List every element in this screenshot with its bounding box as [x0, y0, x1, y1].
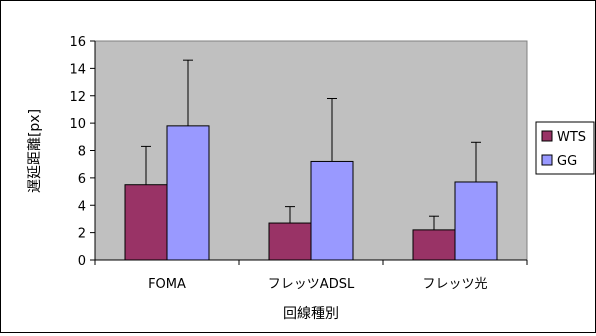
y-tick-label: 4 [78, 199, 86, 214]
y-axis-label: 遅延距離[px] [26, 109, 43, 193]
legend-label-wts: WTS [557, 130, 586, 145]
bar-wts-2 [412, 229, 456, 261]
bar-wts-0 [124, 184, 168, 261]
y-tick-label: 10 [69, 117, 86, 132]
bar-wts-1 [268, 222, 312, 261]
x-tick-label: FOMA [148, 277, 186, 292]
x-axis-label: 回線種別 [283, 306, 339, 322]
y-tick-label: 12 [69, 90, 86, 105]
y-tick-label: 14 [69, 62, 86, 77]
legend-swatch-gg [541, 154, 553, 166]
y-tick-label: 0 [78, 254, 86, 269]
bar-gg-2 [454, 181, 498, 261]
legend-label-gg: GG [557, 154, 577, 169]
legend-swatch-wts [541, 130, 553, 142]
x-tick-label: フレッツADSL [268, 277, 355, 292]
bar-gg-1 [310, 160, 354, 261]
bar-gg-0 [166, 125, 210, 261]
x-tick-label: フレッツ光 [422, 277, 487, 292]
y-tick-label: 16 [69, 35, 86, 50]
y-tick-label: 8 [78, 145, 86, 160]
y-tick-label: 2 [78, 227, 86, 242]
y-tick-label: 6 [78, 172, 86, 187]
